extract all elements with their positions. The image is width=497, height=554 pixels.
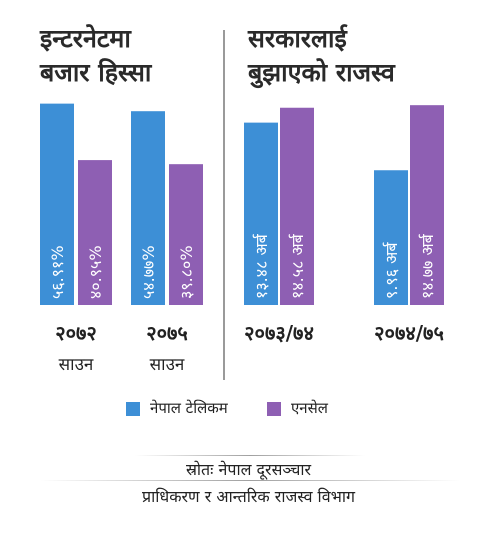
title-line: बुझाएको राजस्व: [248, 58, 395, 87]
legend-swatch-ncell: [267, 402, 281, 416]
source-rule: [135, 455, 365, 456]
x-tick-label-year: २०७२: [55, 321, 97, 345]
x-tick-label-year: २०७५: [146, 321, 188, 345]
legend-label-ncell: एनसेल: [291, 399, 328, 417]
legend-swatch-ntc: [126, 402, 140, 416]
bar-value-label: १४.७७ अर्ब: [418, 233, 437, 299]
title-line: बजार हिस्सा: [40, 58, 152, 87]
x-tick-label-month: साउन: [59, 355, 94, 375]
x-tick-label: २०७३/७४: [244, 321, 314, 345]
chart-title-market-share: इन्टरनेटमा बजार हिस्सा: [40, 22, 151, 90]
bar-value-label: ५६.९१%: [48, 245, 67, 299]
bar-ntc: [244, 122, 278, 305]
bar-value-label: १४.५८ अर्ब: [288, 233, 307, 299]
title-line: इन्टरनेटमा: [40, 24, 131, 53]
bar-value-label: ३९.८०%: [177, 245, 196, 299]
bar-ncell: [169, 164, 203, 305]
bar-value-label: ५४.७७%: [139, 245, 158, 299]
bar-ncell: [78, 160, 112, 305]
chart-divider: [223, 30, 225, 380]
source-rule: [40, 480, 460, 481]
chart-title-revenue: सरकारलाई बुझाएको राजस्व: [248, 22, 395, 90]
source-line-1: स्रोतः नेपाल दूरसञ्चार: [185, 460, 312, 479]
source-line-2: प्राधिकरण र आन्तरिक राजस्व विभाग: [141, 487, 356, 506]
bar-ntc: [131, 111, 165, 306]
bar-ncell: [410, 105, 444, 305]
bar-value-label: १३.४८ अर्ब: [252, 233, 271, 299]
bar-charts: ५६.९१% ४०.९५% २०७२ साउन ५४.७७% ३९.८०% २०७५ साउन…: [40, 103, 444, 375]
bar-value-label: ९.९६ अर्ब: [382, 242, 401, 299]
bar-ncell: [280, 107, 314, 305]
legend-label-ntc: नेपाल टेलिकम: [150, 399, 228, 417]
bar-ntc: [40, 103, 74, 305]
bar-ntc: [374, 170, 408, 305]
title-line: सरकारलाई: [248, 24, 347, 53]
x-tick-label-month: साउन: [150, 355, 185, 375]
legend: नेपाल टेलिकम एनसेल: [0, 398, 497, 422]
x-tick-label: २०७४/७५: [374, 321, 444, 345]
bar-value-label: ४०.९५%: [86, 245, 105, 299]
